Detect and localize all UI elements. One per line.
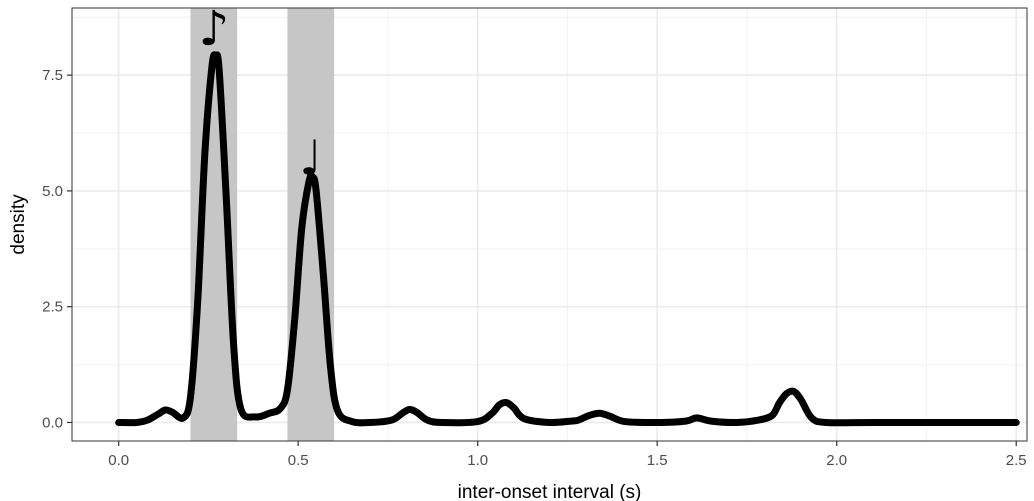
x-tick-label: 0.5 <box>288 452 309 469</box>
axis-tick-labels: 0.0 0.5 1.0 1.5 2.0 2.5 0.0 2.5 5.0 7.5 <box>42 67 1027 469</box>
shaded-region-quarter-note <box>287 8 335 441</box>
y-tick-label: 2.5 <box>42 299 63 316</box>
x-tick-label: 1.5 <box>647 452 668 469</box>
axis-ticks <box>67 74 1017 446</box>
panel-border <box>71 7 1028 442</box>
y-tick-label: 5.0 <box>42 183 63 200</box>
x-tick-label: 2.5 <box>1006 452 1027 469</box>
x-axis-title: inter-onset interval (s) <box>458 482 642 501</box>
y-tick-label: 7.5 <box>42 67 63 84</box>
x-tick-label: 2.0 <box>826 452 847 469</box>
quarter-note-symbol: ♩ <box>299 131 322 187</box>
note-annotations: ♪♩ <box>198 1 322 187</box>
x-tick-label: 0.0 <box>108 452 129 469</box>
density-curve <box>115 51 1020 427</box>
x-tick-label: 1.0 <box>467 452 488 469</box>
y-tick-label: 0.0 <box>42 414 63 431</box>
y-axis-title: density <box>8 194 29 255</box>
eighth-note-symbol: ♪ <box>198 1 229 57</box>
